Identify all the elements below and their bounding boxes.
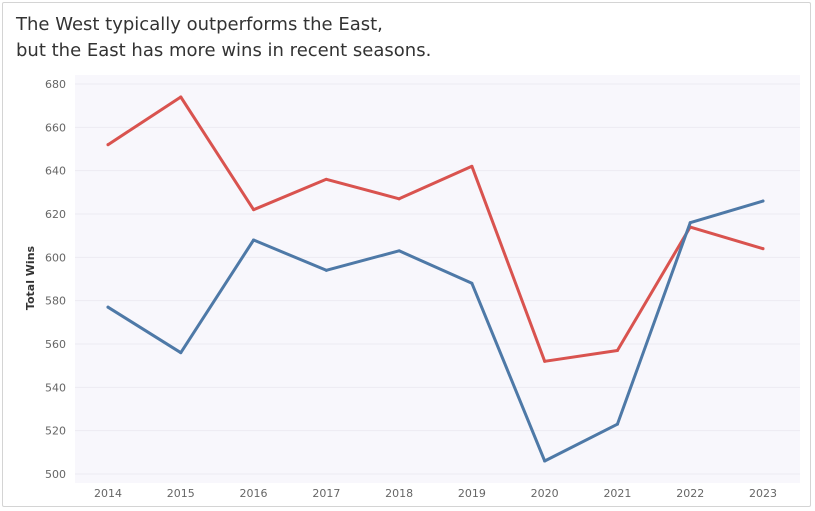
chart-title: The West typically outperforms the East,… (16, 12, 431, 64)
x-axis-ticks: 2014 2015 2016 2017 2018 2019 2020 2021 2022 2023 (94, 487, 777, 500)
series-0-point-2019 (470, 164, 474, 168)
y-tick-label: 600 (45, 251, 66, 264)
series-1-point-2019 (470, 281, 474, 285)
y-tick-label: 620 (45, 208, 66, 221)
series-0-point-2016 (252, 208, 256, 212)
series-1-point-2014 (106, 305, 110, 309)
series-1-point-2022 (688, 221, 692, 225)
series-1-point-2021 (615, 422, 619, 426)
x-tick-label: 2021 (603, 487, 631, 500)
y-axis-label: Total Wins (24, 245, 37, 310)
x-tick-label: 2015 (167, 487, 195, 500)
x-tick-label: 2017 (312, 487, 340, 500)
series-1-point-2018 (397, 249, 401, 253)
plot-area (75, 75, 800, 483)
x-tick-label: 2020 (531, 487, 559, 500)
chart-title-line-2: but the East has more wins in recent sea… (16, 40, 432, 61)
series-1-point-2023 (761, 199, 765, 203)
x-tick-label: 2018 (385, 487, 413, 500)
series-0-point-2015 (179, 95, 183, 99)
chart-title-line-1: The West typically outperforms the East, (16, 14, 383, 35)
y-tick-label: 540 (45, 381, 66, 394)
y-tick-label: 660 (45, 121, 66, 134)
series-0-point-2020 (543, 359, 547, 363)
series-0-point-2023 (761, 247, 765, 251)
x-tick-label: 2023 (749, 487, 777, 500)
x-tick-label: 2014 (94, 487, 122, 500)
y-tick-label: 560 (45, 338, 66, 351)
series-line-1 (106, 199, 765, 463)
y-tick-label: 640 (45, 165, 66, 178)
y-tick-label: 680 (45, 78, 66, 91)
series-0-point-2021 (615, 349, 619, 352)
series-1-point-2017 (324, 268, 328, 272)
series-line-0 (106, 95, 765, 363)
series-0-point-2014 (106, 143, 110, 147)
data-series (106, 95, 765, 463)
x-tick-label: 2022 (676, 487, 704, 500)
x-tick-label: 2016 (240, 487, 268, 500)
series-0-point-2018 (397, 197, 401, 201)
y-tick-label: 520 (45, 425, 66, 438)
y-tick-label: 580 (45, 295, 66, 308)
series-1-point-2020 (543, 459, 547, 463)
x-tick-label: 2019 (458, 487, 486, 500)
series-1-point-2016 (252, 238, 256, 242)
y-axis-ticks: 500 520 540 560 580 600 620 640 660 680 (45, 78, 66, 481)
series-1-point-2015 (179, 351, 183, 355)
y-tick-label: 500 (45, 468, 66, 481)
series-0-point-2017 (324, 177, 328, 181)
